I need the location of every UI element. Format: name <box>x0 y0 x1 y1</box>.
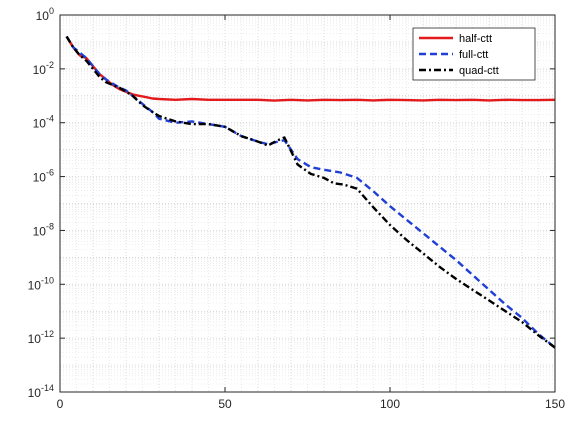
y-tick-label: 10-12 <box>28 329 54 346</box>
y-tick-base: 10 <box>33 171 47 185</box>
y-tick-exponent: -10 <box>41 275 54 285</box>
series-line-quad-ctt <box>65 35 556 349</box>
y-tick-label: 10-10 <box>28 275 54 292</box>
y-tick-base: 10 <box>28 332 42 346</box>
x-axis: 0 50 100 150 <box>57 15 565 411</box>
y-tick-base: 10 <box>28 278 42 292</box>
legend-label: quad-ctt <box>459 65 499 77</box>
plot-area-border <box>59 14 556 393</box>
y-tick-exponent: -8 <box>46 221 54 231</box>
y-tick-exponent: -14 <box>41 383 54 393</box>
y-tick-base: 10 <box>36 9 50 23</box>
x-tick-label: 150 <box>545 397 565 411</box>
y-tick-exponent: -12 <box>41 329 54 339</box>
y-tick-label: 10-14 <box>28 383 54 400</box>
series-layer <box>65 35 556 349</box>
legend-label: full-ctt <box>459 49 488 61</box>
x-tick-label: 0 <box>57 397 64 411</box>
series-line-full-ctt <box>65 35 556 349</box>
y-tick-label: 10-6 <box>33 168 54 185</box>
y-tick-label: 10-8 <box>33 221 54 238</box>
x-tick-label: 100 <box>380 397 400 411</box>
y-tick-exponent: -6 <box>46 168 54 178</box>
y-tick-exponent: -4 <box>46 114 54 124</box>
y-tick-label: 10-2 <box>33 60 54 77</box>
y-tick-exponent: 0 <box>49 6 54 16</box>
y-tick-base: 10 <box>33 117 47 131</box>
y-tick-base: 10 <box>33 224 47 238</box>
y-tick-label: 10-4 <box>33 114 54 131</box>
y-tick-base: 10 <box>33 63 47 77</box>
y-tick-label: 100 <box>36 6 54 23</box>
legend-label: half-ctt <box>459 33 492 45</box>
y-tick-base: 10 <box>28 386 42 400</box>
legend: half-ctt full-ctt quad-ctt <box>412 27 536 81</box>
x-tick-label: 50 <box>218 397 232 411</box>
y-tick-exponent: -2 <box>46 60 54 70</box>
